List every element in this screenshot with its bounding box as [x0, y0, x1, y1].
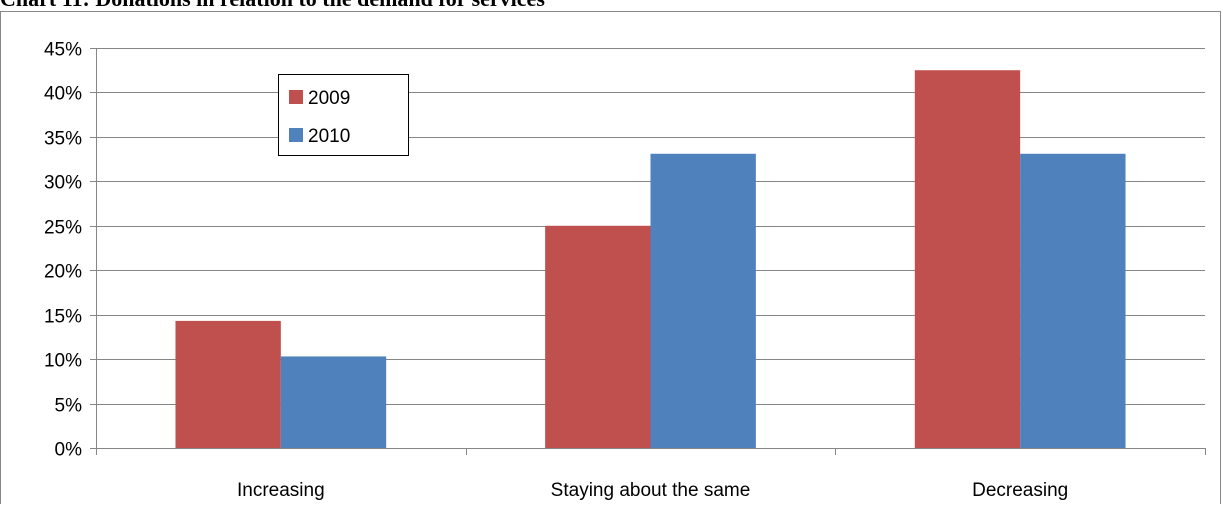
bar-2009-1: [545, 225, 651, 448]
bar-2010-0: [280, 356, 387, 448]
chart-title: Chart 11: Donations in relation to the d…: [0, 0, 545, 14]
legend-label-2010: 2010: [308, 126, 350, 147]
y-tick-label: 40%: [44, 84, 82, 105]
bars: [175, 70, 1126, 448]
y-tick-label: 15%: [44, 307, 82, 328]
bar-2009-0: [175, 320, 281, 448]
legend-box: [278, 74, 409, 156]
legend: 2009 2010: [278, 74, 409, 156]
legend-label-2009: 2009: [308, 88, 350, 109]
legend-swatch-2009: [289, 90, 303, 104]
legend-swatch-2010: [289, 128, 303, 142]
x-tick-label: Increasing: [237, 480, 325, 501]
y-axis: 0% 5% 10% 15% 20% 25% 30% 35% 40% 45%: [44, 40, 97, 461]
y-tick-label: 30%: [44, 173, 82, 194]
chart-frame: [0, 11, 1221, 504]
y-tick-label: 5%: [55, 396, 83, 417]
x-tick-label: Decreasing: [972, 480, 1068, 501]
bar-2010-1: [650, 153, 756, 448]
x-axis: Increasing Staying about the same Decreasi…: [96, 448, 1206, 501]
y-tick-label: 35%: [44, 129, 82, 150]
bar-2010-2: [1020, 153, 1126, 448]
y-tick-label: 45%: [44, 40, 82, 61]
y-tick-label: 20%: [44, 262, 82, 283]
y-tick-label: 0%: [55, 440, 83, 461]
y-tick-label: 10%: [44, 351, 82, 372]
bar-2009-2: [914, 70, 1021, 448]
y-tick-label: 25%: [44, 218, 82, 239]
x-tick-label: Staying about the same: [551, 480, 751, 501]
